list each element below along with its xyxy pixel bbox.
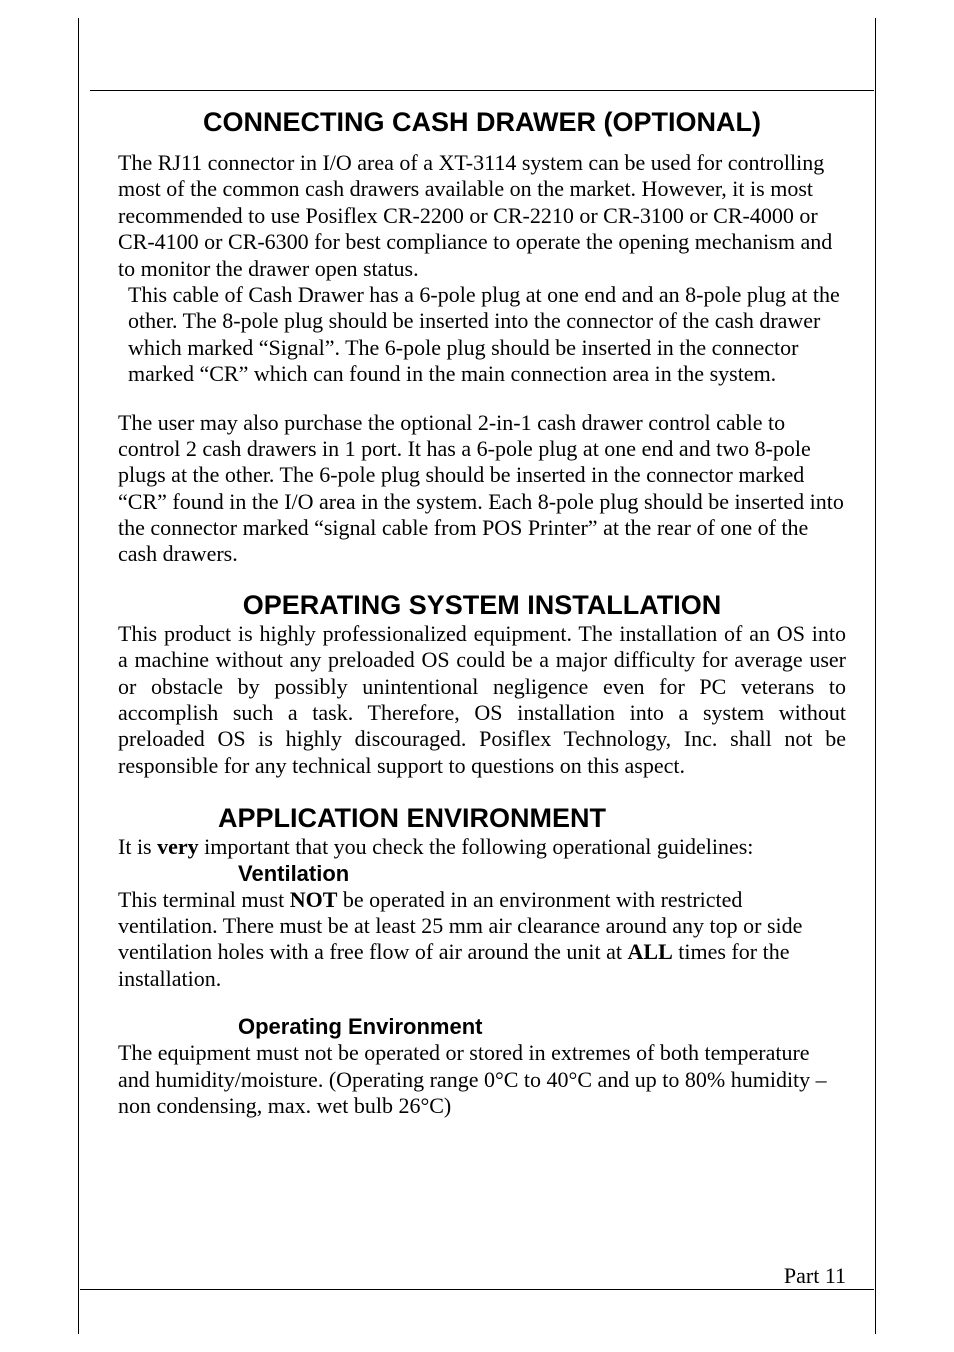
heading-os-install: OPERATING SYSTEM INSTALLATION	[118, 590, 846, 621]
heading-operating-env: Operating Environment	[238, 1014, 846, 1040]
heading-cash-drawer: CONNECTING CASH DRAWER (OPTIONAL)	[118, 107, 846, 138]
frame-line-left	[78, 18, 79, 1334]
intro-prefix: It is	[118, 834, 157, 859]
ventilation-para: This terminal must NOT be operated in an…	[118, 887, 846, 993]
intro-bold: very	[157, 834, 199, 859]
operating-env-para: The equipment must not be operated or st…	[118, 1040, 846, 1119]
page-footer-area: Part 11	[80, 1245, 874, 1290]
cashdrawer-para2: The user may also purchase the optional …	[118, 410, 846, 568]
cashdrawer-para1b: This cable of Cash Drawer has a 6-pole p…	[118, 282, 846, 388]
content-area: CONNECTING CASH DRAWER (OPTIONAL) The RJ…	[90, 91, 874, 1119]
frame-line-right	[875, 18, 876, 1334]
cashdrawer-para1: The RJ11 connector in I/O area of a XT-3…	[118, 150, 846, 282]
os-install-para: This product is highly professionalized …	[118, 621, 846, 779]
page-number: Part 11	[80, 1263, 874, 1289]
app-env-intro: It is very important that you check the …	[118, 834, 846, 860]
page-container: CONNECTING CASH DRAWER (OPTIONAL) The RJ…	[0, 0, 954, 1352]
vent-a: This terminal must	[118, 887, 290, 912]
heading-app-env: APPLICATION ENVIRONMENT	[218, 803, 846, 834]
vent-d-bold: ALL	[628, 939, 673, 964]
intro-suffix: important that you check the following o…	[199, 834, 754, 859]
frame-line-bottom	[80, 1289, 874, 1290]
vent-b-bold: NOT	[290, 887, 338, 912]
heading-ventilation: Ventilation	[238, 861, 846, 887]
